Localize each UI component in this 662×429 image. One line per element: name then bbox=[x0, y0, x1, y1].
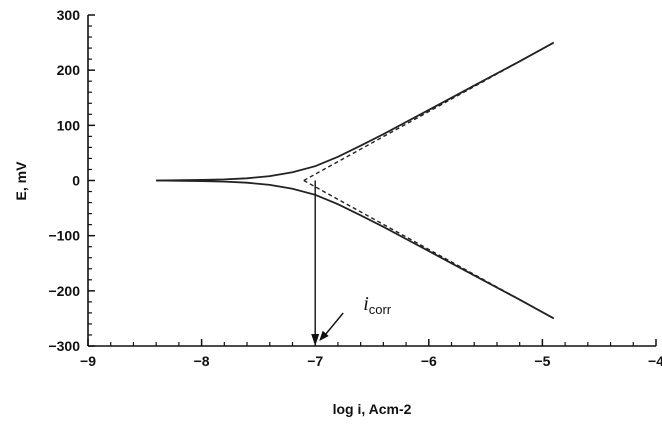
tafel-extrapolation-line-3 bbox=[303, 179, 555, 320]
y-tick-label: −200 bbox=[48, 283, 80, 299]
x-tick-label: −9 bbox=[80, 353, 96, 369]
x-tick-label: −6 bbox=[421, 353, 437, 369]
tafel-extrapolation-line-2 bbox=[303, 41, 555, 182]
y-tick-label: 100 bbox=[57, 117, 81, 133]
y-tick-label: −300 bbox=[48, 338, 80, 354]
y-tick-label: 0 bbox=[72, 173, 80, 189]
x-tick-label: −4 bbox=[648, 353, 662, 369]
icorr-pointer-arrow bbox=[323, 312, 344, 337]
x-axis-title: log i, Acm-2 bbox=[333, 401, 412, 417]
polarization-curve-1 bbox=[156, 179, 555, 320]
icorr-label: icorr bbox=[363, 293, 392, 317]
x-tick-label: −7 bbox=[307, 353, 323, 369]
icorr-pointer-arrowhead bbox=[319, 330, 329, 341]
ticks: −9 −8 −7 −6 −5 −4 −300 −200 −100 0 100 200 300 bbox=[48, 7, 662, 369]
y-tick-label: 200 bbox=[57, 62, 81, 78]
y-tick-label: 300 bbox=[57, 7, 81, 23]
x-tick-label: −5 bbox=[534, 353, 550, 369]
y-tick-label: −100 bbox=[48, 228, 80, 244]
x-tick-label: −8 bbox=[194, 353, 210, 369]
series-layer bbox=[156, 41, 555, 320]
icorr-label-sub: corr bbox=[369, 302, 392, 317]
polarization-curve-0 bbox=[156, 41, 555, 182]
annotation-layer: icorr bbox=[311, 180, 392, 346]
icorr-arrowhead bbox=[311, 334, 320, 346]
icorr-label-main: i bbox=[363, 293, 369, 315]
y-axis-title: E, mV bbox=[13, 161, 29, 201]
